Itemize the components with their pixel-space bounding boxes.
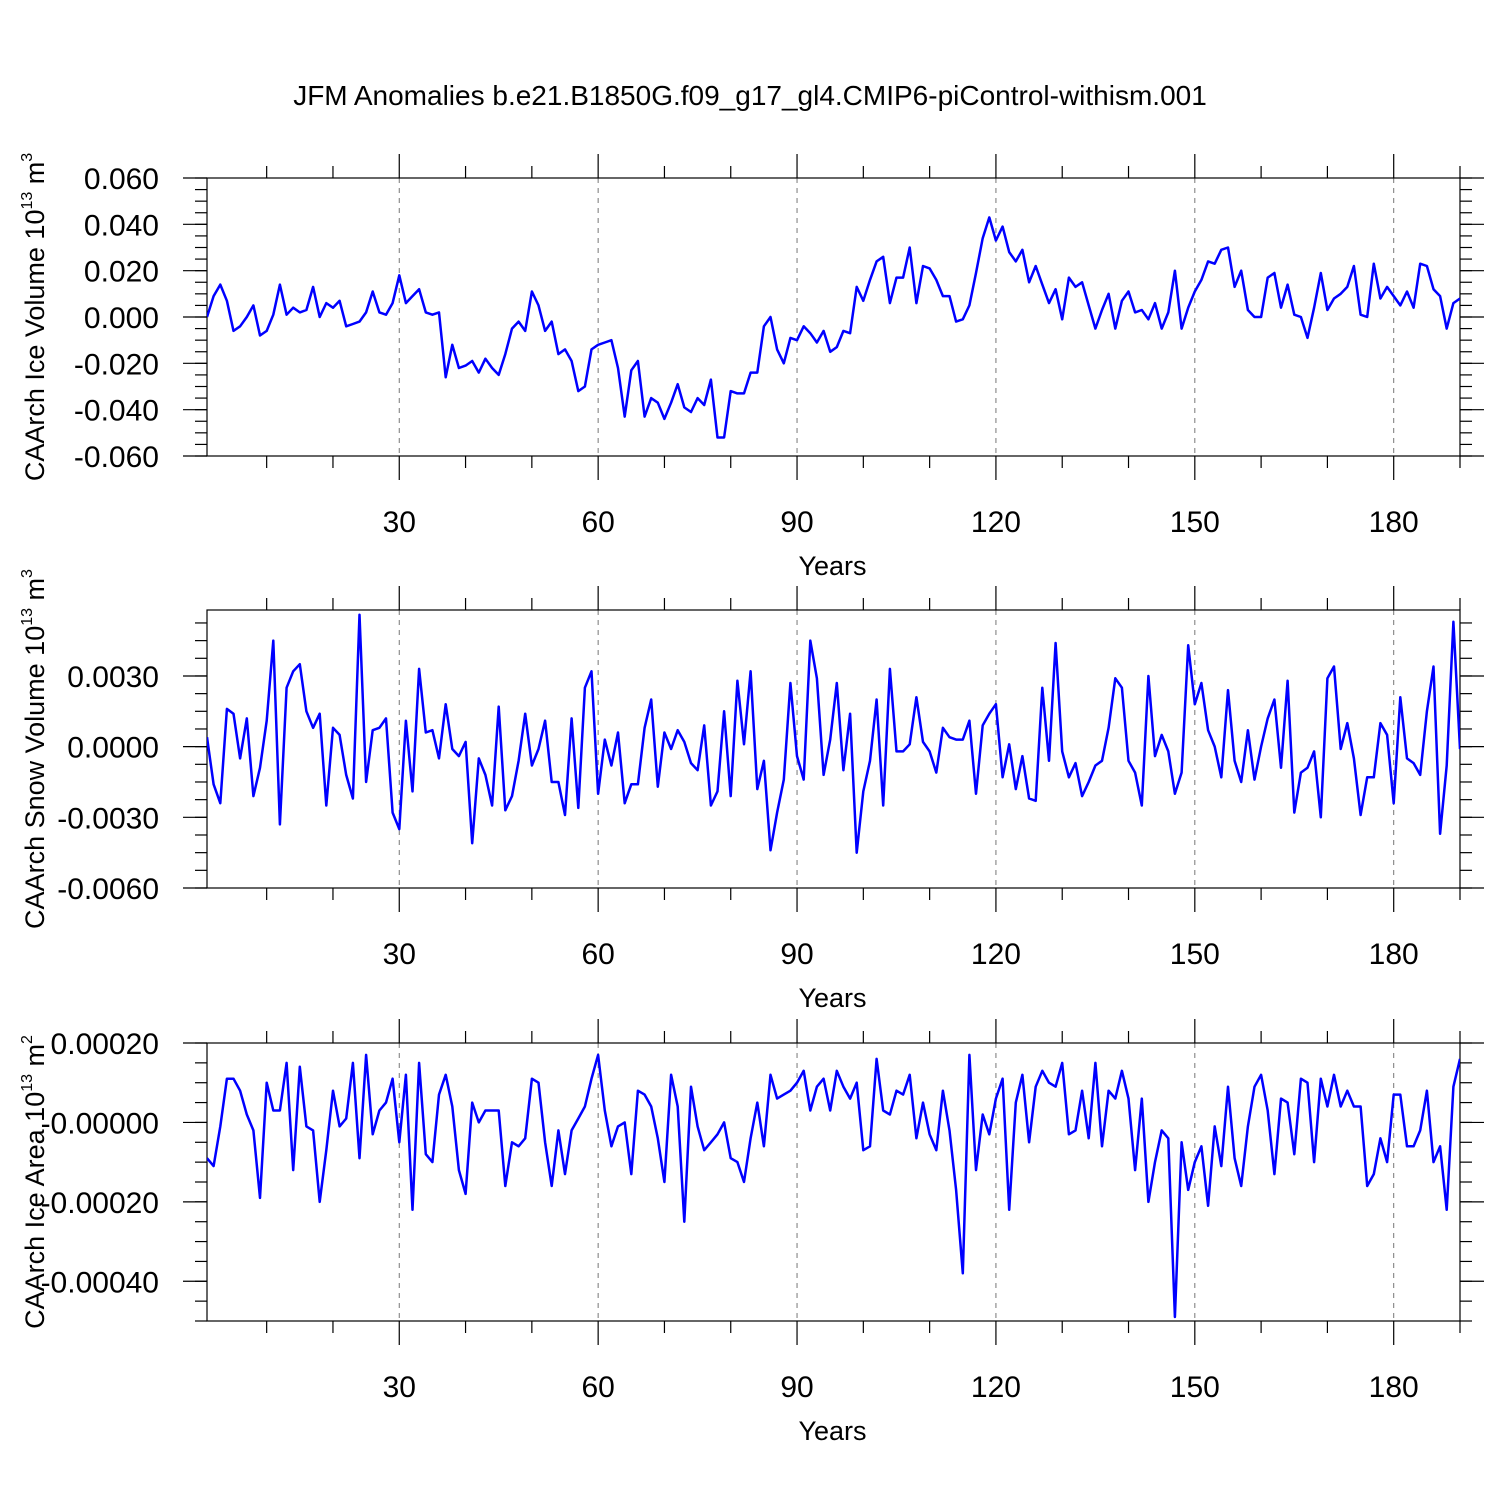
y-axis-label-unit: m [20,162,50,192]
plot-frame [206,1042,1461,1322]
y-axis-label-unit-exponent: 3 [19,153,36,162]
x-tick-label: 150 [1170,1371,1220,1404]
x-tick-label: 120 [971,1371,1021,1404]
x-tick-label: 30 [383,1371,416,1404]
x-tick-label: 180 [1369,938,1419,971]
x-tick-label: 150 [1170,506,1220,539]
y-tick-label: -0.040 [74,395,159,428]
plot-frame [206,609,1461,889]
x-tick-label: 30 [383,506,416,539]
y-axis-label-unit-exponent: 2 [19,1035,36,1044]
chart-panel-1: 30 60 90 120 150 180 0.060 0.040 0.020 0.000 -0.02… [19,153,1484,581]
x-tick-label: 150 [1170,938,1220,971]
x-axis-label: Years [798,551,866,581]
x-tick-label: 90 [780,506,813,539]
y-axis-label-text: CAArch Ice Area 10 [20,1092,50,1329]
y-tick-label: -0.0030 [57,802,159,835]
x-tick-label: 30 [383,938,416,971]
plot-frame [206,177,1461,457]
y-tick-label: -0.00000 [41,1107,159,1140]
x-tick-label: 90 [780,938,813,971]
y-tick-label: 0.0000 [67,732,159,765]
y-tick-label: -0.0060 [57,873,159,906]
y-tick-label: 0.020 [84,256,159,289]
chart-title: JFM Anomalies b.e21.B1850G.f09_g17_gl4.C… [293,80,1207,111]
y-axis-label-exponent: 13 [19,1074,36,1092]
data-series-line [207,216,1460,439]
y-axis-label: CAArch Ice Area 1013 m2 [19,1035,50,1329]
x-tick-label: 60 [581,1371,614,1404]
x-tick-label: 60 [581,506,614,539]
data-series-line [207,1053,1460,1319]
y-tick-label: 0.000 [84,302,159,335]
y-axis-label-exponent: 13 [19,608,36,626]
y-axis-label-unit-exponent: 3 [19,569,36,578]
y-tick-label: 0.060 [84,163,159,196]
y-tick-label: -0.060 [74,441,159,474]
y-tick-label: -0.020 [74,348,159,381]
chart-panel-3: 30 60 90 120 150 180 0.00020 -0.00000 -0.00020 -0… [19,1019,1484,1446]
y-axis-label: CAArch Ice Volume 1013 m3 [19,153,50,481]
chart-panel-2: 30 60 90 120 150 180 0.0030 0.0000 -0.0030 -0.006… [19,569,1484,1013]
data-series-line [207,613,1460,854]
y-axis-label: CAArch Snow Volume 1013 m3 [19,569,50,929]
x-tick-label: 120 [971,506,1021,539]
y-tick-label: 0.0030 [67,661,159,694]
y-tick-label: 0.00020 [51,1028,159,1061]
y-axis-label-unit: m [20,1044,50,1074]
y-tick-label: -0.00040 [41,1266,159,1299]
y-axis-label-text: CAArch Snow Volume 10 [20,626,50,929]
x-tick-label: 90 [780,1371,813,1404]
y-tick-label: 0.040 [84,209,159,242]
x-tick-label: 60 [581,938,614,971]
x-tick-label: 180 [1369,506,1419,539]
x-axis-label: Years [798,1416,866,1446]
x-axis-label: Years [798,983,866,1013]
y-axis-label-exponent: 13 [19,192,36,210]
y-axis-label-text: CAArch Ice Volume 10 [20,210,50,482]
y-tick-label: -0.00020 [41,1187,159,1220]
x-tick-label: 180 [1369,1371,1419,1404]
y-axis-label-unit: m [20,578,50,608]
x-tick-label: 120 [971,938,1021,971]
